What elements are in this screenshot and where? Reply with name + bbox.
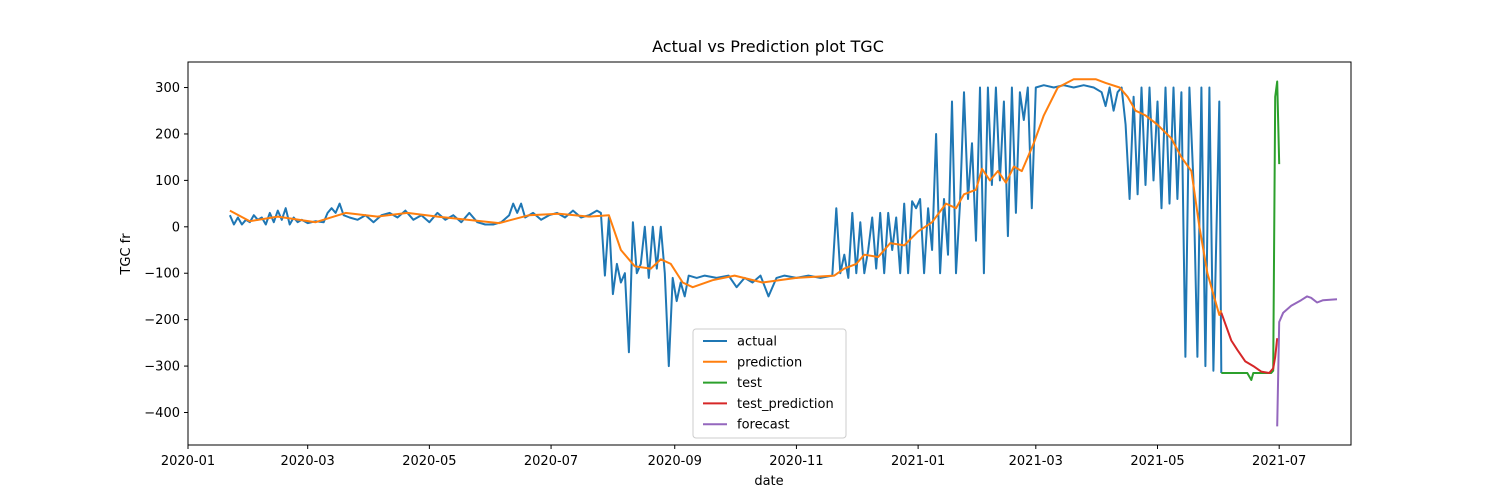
x-axis: 2020-01 2020-03 2020-05 2020-07 2020-09 2020-… (161, 445, 1306, 469)
legend-label: test (737, 376, 762, 391)
legend-label: test_prediction (737, 397, 834, 412)
series-line-prediction (229, 78, 1223, 316)
x-tick-label: 2020-11 (769, 454, 823, 469)
y-tick-label: 200 (155, 127, 180, 142)
legend-label: forecast (737, 418, 790, 433)
y-tick-label: −400 (144, 406, 180, 421)
x-tick-label: 2020-03 (281, 454, 335, 469)
legend: actual prediction test test_predictionforec… (692, 328, 847, 439)
y-axis-label: TGC fr (119, 233, 134, 276)
y-tick-label: 0 (172, 220, 180, 235)
series-line-test-prediction (1220, 312, 1279, 374)
y-tick-label: −100 (144, 267, 180, 282)
x-tick-label: 2020-05 (402, 454, 456, 469)
x-tick-label: 2021-03 (1009, 454, 1063, 469)
x-tick-label: 2021-01 (891, 454, 945, 469)
y-tick-label: 300 (155, 81, 180, 96)
legend-box (692, 328, 847, 439)
x-tick-label: 2021-07 (1252, 454, 1306, 469)
x-tick-label: 2020-07 (524, 454, 578, 469)
plot-area (228, 78, 1338, 427)
series-line-test (1221, 80, 1281, 381)
series-line-forecast (1276, 295, 1338, 427)
x-tick-label: 2020-09 (648, 454, 702, 469)
x-axis-label: date (754, 474, 783, 489)
y-tick-label: −200 (144, 313, 180, 328)
y-tick-label: −300 (144, 360, 180, 375)
x-tick-label: 2021-05 (1130, 454, 1184, 469)
x-tick-label: 2020-01 (161, 454, 215, 469)
legend-label: actual (737, 335, 777, 350)
chart-title: Actual vs Prediction plot TGC (652, 37, 884, 56)
legend-label: prediction (737, 355, 802, 370)
axes-frame (187, 61, 1352, 446)
y-axis: 300 200 100 0 −100 −200 −300 −400 (144, 81, 188, 421)
y-tick-label: 100 (155, 174, 180, 189)
